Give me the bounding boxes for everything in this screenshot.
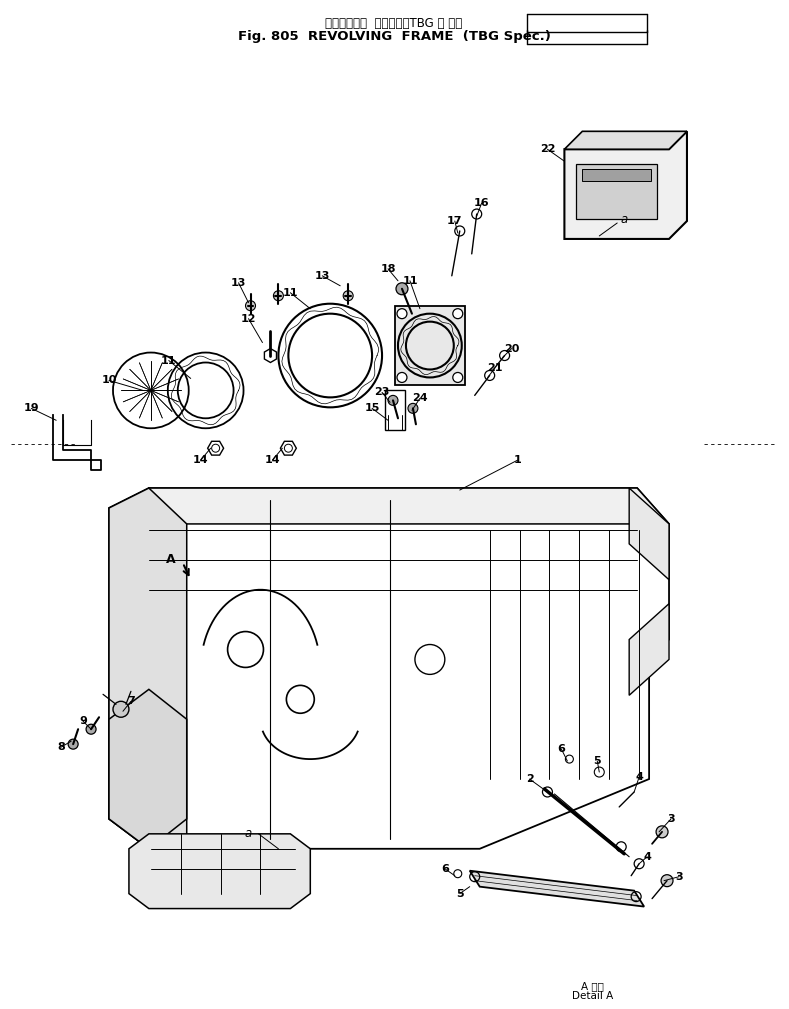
Text: A 詳細: A 詳細	[581, 982, 604, 991]
Circle shape	[343, 291, 353, 301]
Text: 20: 20	[504, 343, 519, 353]
Text: 19: 19	[24, 404, 39, 414]
Text: a: a	[245, 827, 252, 840]
Text: 14: 14	[264, 455, 280, 465]
Polygon shape	[564, 131, 687, 239]
Bar	[395, 306, 465, 385]
Text: 16: 16	[474, 198, 489, 208]
Circle shape	[408, 404, 418, 414]
Bar	[576, 164, 657, 219]
Text: 24: 24	[412, 394, 428, 404]
Text: 5: 5	[593, 756, 601, 766]
Text: 1: 1	[514, 455, 522, 465]
Polygon shape	[564, 131, 687, 149]
Circle shape	[656, 825, 668, 837]
Polygon shape	[469, 871, 644, 906]
Text: 23: 23	[374, 387, 390, 398]
Text: 18: 18	[380, 263, 396, 273]
Circle shape	[453, 309, 463, 319]
Text: 14: 14	[193, 455, 208, 465]
Circle shape	[113, 701, 129, 717]
Text: レボルビング  フレーム（TBG 仕 様）: レボルビング フレーム（TBG 仕 様）	[325, 17, 462, 30]
Bar	[582, 170, 651, 182]
Text: 11: 11	[282, 288, 298, 298]
Circle shape	[86, 724, 96, 735]
Circle shape	[397, 372, 407, 382]
Text: 15: 15	[365, 404, 380, 414]
Text: 3: 3	[675, 872, 682, 882]
Text: 11: 11	[161, 355, 177, 365]
Polygon shape	[208, 441, 223, 455]
Circle shape	[113, 352, 189, 428]
Text: 17: 17	[447, 216, 462, 226]
Bar	[385, 390, 405, 430]
Text: 3: 3	[667, 814, 675, 824]
Circle shape	[68, 740, 78, 749]
Text: A: A	[166, 553, 176, 566]
Text: 9: 9	[79, 716, 87, 726]
Text: 4: 4	[643, 852, 651, 862]
Circle shape	[453, 372, 463, 382]
Text: Detail A: Detail A	[572, 991, 613, 1001]
Text: 13: 13	[315, 270, 330, 281]
Polygon shape	[109, 689, 187, 849]
Text: 4: 4	[635, 772, 643, 782]
Polygon shape	[264, 348, 276, 362]
Polygon shape	[147, 488, 669, 524]
Circle shape	[396, 283, 408, 295]
Text: 21: 21	[487, 363, 503, 373]
Polygon shape	[129, 833, 310, 908]
Text: 8: 8	[58, 743, 65, 752]
Text: 10: 10	[101, 375, 117, 385]
Text: a: a	[621, 213, 628, 225]
Circle shape	[397, 309, 407, 319]
Text: 11: 11	[402, 275, 417, 286]
Text: 6: 6	[441, 864, 449, 874]
Text: 7: 7	[127, 696, 135, 706]
Circle shape	[661, 875, 673, 887]
Text: 12: 12	[241, 314, 256, 324]
Polygon shape	[629, 603, 669, 695]
Circle shape	[388, 396, 398, 406]
Polygon shape	[629, 488, 669, 580]
Polygon shape	[109, 488, 187, 849]
Polygon shape	[280, 441, 297, 455]
Circle shape	[274, 291, 283, 301]
Text: 5: 5	[456, 889, 464, 899]
Circle shape	[245, 301, 256, 311]
Text: 2: 2	[525, 774, 533, 784]
Text: Fig. 805  REVOLVING  FRAME  (TBG Spec.): Fig. 805 REVOLVING FRAME (TBG Spec.)	[237, 30, 551, 43]
Text: 6: 6	[558, 744, 566, 754]
Text: 22: 22	[540, 144, 555, 154]
Text: 13: 13	[231, 277, 246, 288]
